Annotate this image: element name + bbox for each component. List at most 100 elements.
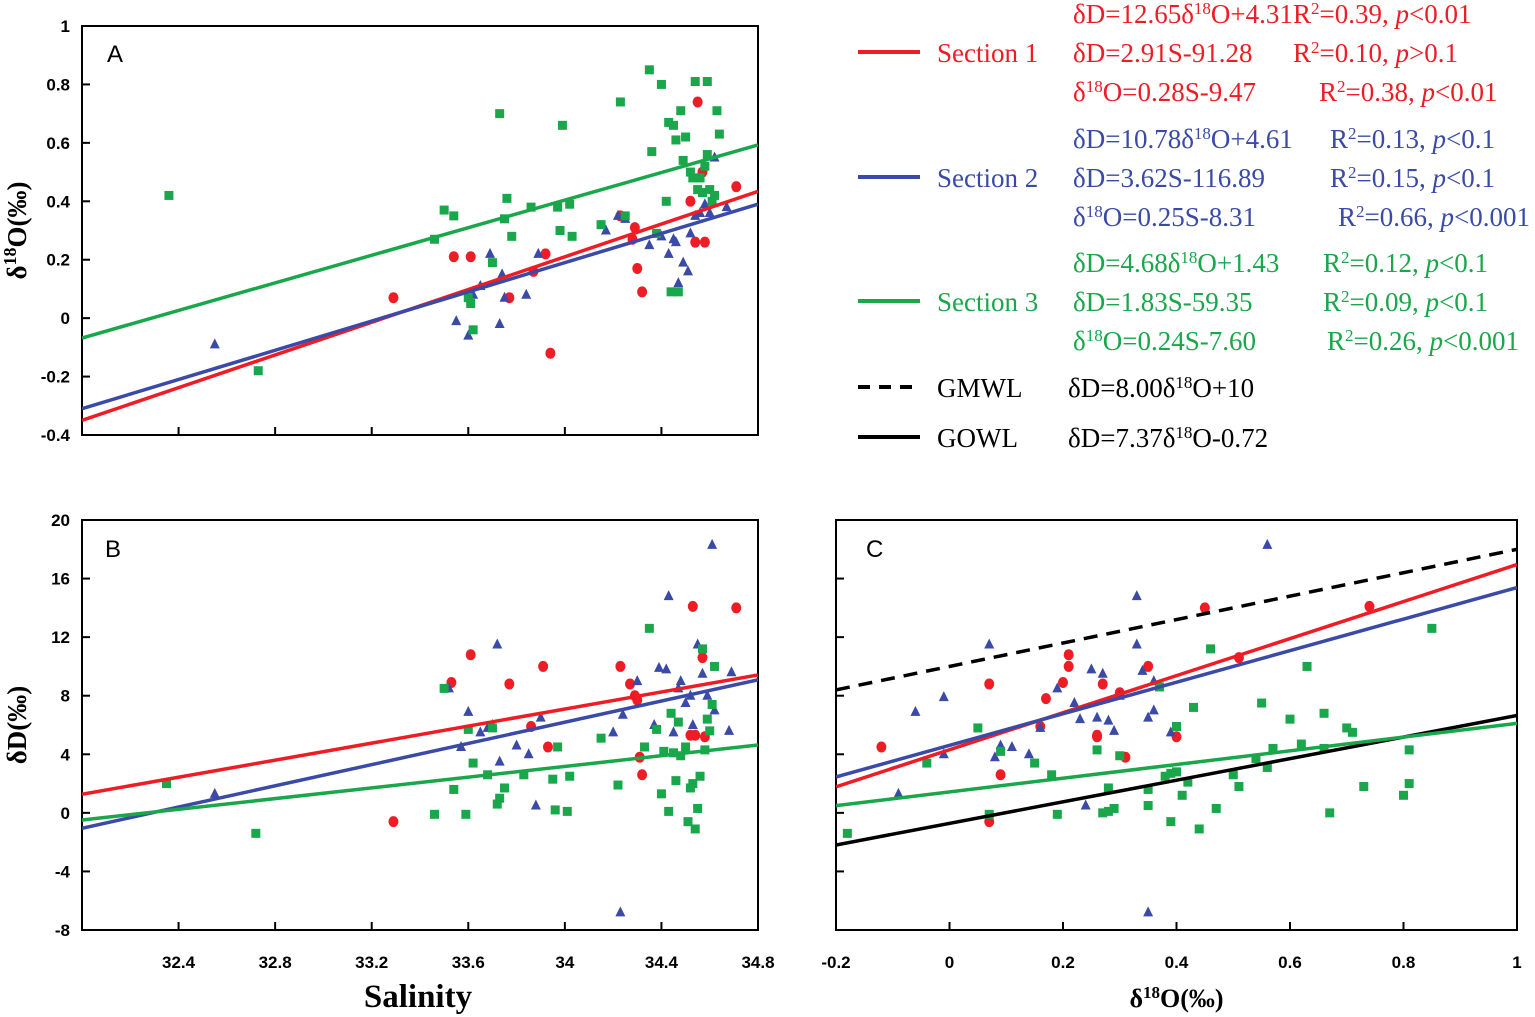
- data-point-triangle: [1131, 590, 1142, 601]
- data-point-square: [1047, 770, 1057, 780]
- data-point-triangle: [1035, 721, 1046, 732]
- x-tick-label: 34.8: [741, 953, 774, 972]
- data-point-triangle: [612, 209, 623, 220]
- data-point-square: [466, 299, 476, 309]
- data-point-square: [1189, 702, 1199, 712]
- data-point-square: [1427, 623, 1437, 633]
- legend-r2: R2=0.15, p<0.1: [1330, 163, 1495, 194]
- data-point-triangle: [726, 666, 737, 677]
- data-point-square: [526, 202, 536, 212]
- data-point-circle: [1058, 677, 1068, 689]
- data-point-square: [567, 231, 577, 241]
- y-tick-label: -8: [55, 921, 70, 940]
- fit-line: [836, 547, 1517, 692]
- data-point-triangle: [1165, 726, 1176, 737]
- data-point-triangle: [492, 638, 503, 649]
- data-point-triangle: [1023, 748, 1034, 759]
- data-point-triangle: [1109, 724, 1120, 735]
- data-point-triangle: [485, 247, 496, 258]
- data-point-circle: [687, 600, 698, 612]
- plot-frame: [81, 25, 759, 436]
- data-point-square: [468, 758, 478, 768]
- data-point-triangle: [1131, 638, 1142, 649]
- data-point-square: [1183, 777, 1193, 787]
- data-point-square: [1296, 739, 1306, 749]
- data-point-triangle: [663, 247, 674, 258]
- x-tick-label: 34.4: [645, 953, 679, 972]
- data-point-square: [1399, 790, 1408, 800]
- data-point-triangle: [523, 748, 534, 759]
- legend-r2: R2=0.09, p<0.1: [1323, 287, 1488, 318]
- legend-equation: δD=10.78δ18O+4.61: [1073, 124, 1293, 155]
- data-point-square: [697, 188, 707, 198]
- data-point-triangle: [673, 277, 684, 288]
- legend-label: GOWL: [937, 423, 1018, 453]
- data-point-square: [996, 746, 1006, 756]
- fit-line: [82, 678, 758, 830]
- x-tick-label: 0.4: [1165, 953, 1189, 972]
- data-point-triangle: [697, 667, 708, 678]
- data-point-square: [697, 644, 707, 654]
- x-tick-label: 32.4: [162, 953, 196, 972]
- data-point-square: [681, 742, 691, 752]
- data-point-square: [661, 196, 671, 206]
- data-point-square: [640, 742, 650, 752]
- data-point-square: [656, 789, 666, 799]
- data-point-square: [429, 234, 439, 244]
- data-point-square: [519, 770, 529, 780]
- data-point-square: [1143, 801, 1153, 811]
- data-point-triangle: [644, 239, 655, 250]
- data-point-square: [507, 231, 517, 241]
- x-tick-label: 0.6: [1278, 953, 1302, 972]
- data-point-square: [688, 779, 698, 789]
- data-point-triangle: [209, 787, 220, 798]
- data-point-square: [565, 771, 575, 781]
- y-tick-label: 20: [51, 511, 70, 530]
- data-point-square: [1172, 767, 1181, 777]
- y-tick-label: 0: [61, 804, 70, 823]
- data-point-circle: [1364, 600, 1375, 612]
- data-point-square: [690, 77, 700, 87]
- data-point-square: [1325, 808, 1335, 818]
- data-point-circle: [1040, 693, 1051, 705]
- data-point-triangle: [680, 697, 691, 708]
- data-point-square: [673, 287, 683, 297]
- data-point-square: [596, 220, 606, 230]
- x-axis-label: Salinity: [364, 979, 473, 1015]
- data-point-circle: [504, 678, 515, 690]
- data-point-triangle: [632, 675, 643, 686]
- data-point-triangle: [704, 206, 715, 217]
- y-tick-label: 0.8: [46, 75, 70, 94]
- data-point-triangle: [475, 726, 486, 737]
- data-point-circle: [545, 347, 556, 359]
- legend-equation: δD=1.83S-59.35: [1073, 287, 1252, 317]
- data-point-square: [553, 202, 563, 212]
- data-point-square: [710, 661, 720, 671]
- data-point-triangle: [530, 799, 541, 810]
- data-point-square: [164, 190, 174, 200]
- data-point-square: [659, 746, 669, 756]
- data-point-triangle: [702, 689, 713, 700]
- data-point-circle: [637, 769, 648, 781]
- data-point-square: [688, 173, 698, 183]
- data-point-square: [615, 97, 625, 107]
- x-axis-label: δ18O(‰): [1129, 983, 1223, 1014]
- data-point-triangle: [690, 209, 701, 220]
- y-tick-label: 1: [61, 17, 70, 36]
- data-point-square: [555, 226, 565, 235]
- panel-label: A: [107, 41, 123, 68]
- data-point-triangle: [451, 315, 462, 326]
- fit-line: [836, 562, 1517, 789]
- data-point-square: [565, 199, 575, 209]
- data-point-triangle: [1262, 538, 1273, 549]
- fit-line: [836, 585, 1517, 779]
- data-point-square: [1052, 809, 1062, 819]
- data-point-triangle: [1092, 711, 1103, 722]
- fit-line: [82, 143, 758, 340]
- data-point-square: [1166, 768, 1176, 778]
- data-point-triangle: [675, 675, 686, 686]
- data-point-triangle: [511, 739, 522, 750]
- data-point-circle: [876, 741, 887, 753]
- data-point-square: [702, 77, 712, 87]
